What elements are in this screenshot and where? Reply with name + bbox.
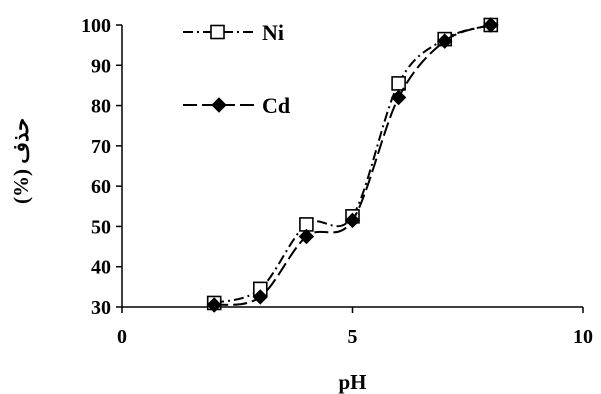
series-ni bbox=[206, 17, 499, 311]
y-tick-label: 70 bbox=[91, 136, 111, 158]
series-layer bbox=[206, 17, 499, 313]
series-cd bbox=[206, 17, 499, 313]
legend-item-ni: Ni bbox=[183, 20, 284, 45]
data-point-cd bbox=[390, 89, 407, 106]
y-tick-label: 50 bbox=[91, 216, 111, 238]
y-tick-label: 60 bbox=[91, 176, 111, 198]
legend-marker-cd bbox=[211, 97, 227, 113]
series-line-cd bbox=[214, 24, 492, 306]
data-point-cd bbox=[436, 33, 453, 49]
legend-item-cd: Cd bbox=[183, 93, 290, 118]
y-axis-ticks: 30 40 50 60 70 80 90 100 bbox=[81, 15, 122, 319]
x-axis-title: pH bbox=[338, 370, 366, 394]
y-tick-label: 80 bbox=[91, 96, 111, 118]
legend-label-cd: Cd bbox=[262, 93, 290, 118]
y-tick-label: 100 bbox=[81, 15, 111, 37]
data-point-cd bbox=[252, 289, 269, 305]
legend-label-ni: Ni bbox=[262, 20, 284, 45]
data-point-cd bbox=[483, 17, 499, 33]
x-tick-label: 10 bbox=[573, 326, 593, 348]
x-tick-label: 5 bbox=[348, 326, 358, 348]
y-tick-label: 40 bbox=[91, 257, 111, 279]
y-tick-label: 90 bbox=[91, 55, 111, 77]
series-line-ni bbox=[213, 24, 492, 304]
y-tick-label: 30 bbox=[91, 297, 111, 319]
data-point-cd bbox=[344, 212, 361, 229]
x-axis-ticks: 0 5 10 bbox=[117, 307, 593, 348]
y-axis-title: حذف (%) bbox=[9, 118, 33, 204]
x-tick-label: 0 bbox=[117, 326, 127, 348]
plot-area: 0 5 10 30 40 50 60 70 80 90 100 bbox=[81, 15, 593, 348]
data-point-cd bbox=[298, 228, 315, 245]
legend: Ni Cd bbox=[183, 20, 290, 118]
data-point-cd bbox=[206, 297, 222, 313]
legend-marker-ni bbox=[210, 24, 225, 40]
